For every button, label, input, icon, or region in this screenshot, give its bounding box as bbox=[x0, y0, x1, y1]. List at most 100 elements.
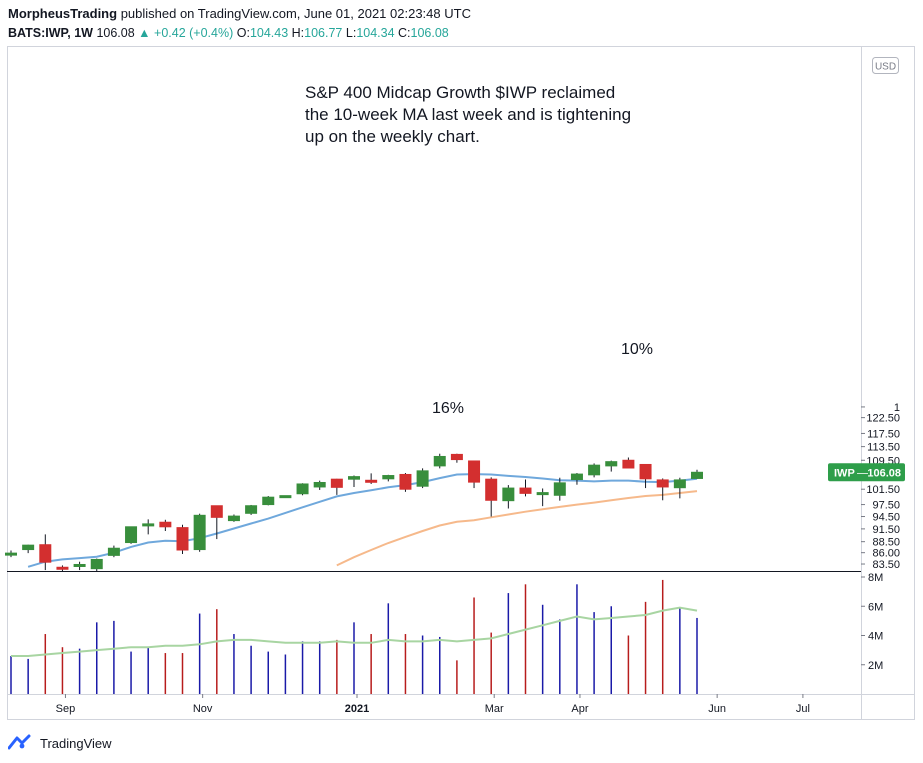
volume-layer bbox=[10, 579, 698, 694]
candle-body bbox=[673, 479, 686, 489]
candle-body bbox=[570, 473, 583, 481]
volume-axis: 8M 6M 4M 2M bbox=[861, 572, 883, 672]
high-value: 106.77 bbox=[304, 26, 343, 40]
badge-dash: — bbox=[857, 467, 868, 479]
time-tick-label: Mar bbox=[485, 703, 504, 715]
time-tick-label: Jun bbox=[708, 703, 726, 715]
chart-annotation: S&P 400 Midcap Growth $IWP reclaimed the… bbox=[305, 83, 631, 146]
candle bbox=[73, 561, 86, 571]
price-tick-label: 94.50 bbox=[872, 512, 900, 524]
volume-tick-label: 6M bbox=[868, 601, 883, 613]
tradingview-brand[interactable]: TradingView bbox=[8, 734, 112, 752]
candle bbox=[262, 496, 275, 506]
ma40-line bbox=[336, 490, 698, 567]
volume-tick-label: 4M bbox=[868, 631, 883, 643]
candle bbox=[245, 504, 258, 515]
up-triangle-icon: ▲ bbox=[138, 26, 151, 40]
candle bbox=[656, 478, 669, 501]
candle bbox=[605, 460, 618, 472]
price-tick-label: 86.00 bbox=[872, 548, 900, 560]
currency-badge-box bbox=[872, 57, 899, 74]
low-value: 104.34 bbox=[356, 26, 395, 40]
candle-body bbox=[622, 459, 635, 469]
candle-body bbox=[313, 481, 326, 488]
candle bbox=[502, 485, 515, 509]
candle-body bbox=[193, 514, 206, 551]
publisher-name[interactable]: MorpheusTrading bbox=[8, 6, 118, 21]
time-tick-label: Nov bbox=[193, 703, 213, 715]
volume-ma-line bbox=[11, 606, 698, 657]
chart-frame bbox=[7, 46, 915, 720]
candle bbox=[210, 505, 223, 540]
published-text: published on TradingView.com, June 01, 2… bbox=[120, 6, 471, 21]
last-price-badge-box bbox=[828, 463, 905, 482]
candle bbox=[519, 479, 532, 497]
candle-body bbox=[348, 476, 360, 480]
candle-body bbox=[605, 461, 618, 467]
currency-badge[interactable]: USD bbox=[872, 57, 899, 74]
candle bbox=[639, 463, 652, 489]
candle-body bbox=[296, 483, 309, 495]
candle-body bbox=[245, 505, 258, 514]
volume-ma-layer bbox=[11, 606, 698, 657]
candle bbox=[56, 565, 69, 571]
candle bbox=[382, 474, 395, 482]
candle-body bbox=[536, 492, 549, 496]
pct-label-10: 10% bbox=[621, 341, 653, 358]
candle bbox=[485, 477, 498, 517]
time-axis[interactable]: Sep Nov 2021 Mar Apr Jun Jul bbox=[56, 694, 810, 715]
candle bbox=[433, 453, 446, 469]
candle-body bbox=[330, 478, 343, 488]
candle-body bbox=[468, 460, 481, 483]
badge-value: 106.08 bbox=[867, 467, 901, 479]
candle bbox=[330, 478, 343, 495]
candle-body bbox=[159, 521, 172, 528]
time-tick-label: Jul bbox=[796, 703, 810, 715]
price-tick-label: 91.50 bbox=[872, 524, 900, 536]
candle bbox=[5, 550, 17, 558]
close-label: C: bbox=[398, 26, 411, 40]
candle bbox=[90, 558, 103, 571]
candle-body bbox=[262, 496, 275, 506]
volume-tick-label: 8M bbox=[868, 572, 883, 584]
candle bbox=[296, 483, 309, 496]
time-tick-label: Apr bbox=[571, 703, 588, 715]
tradingview-logo-icon bbox=[8, 734, 31, 750]
candle-body bbox=[502, 487, 515, 502]
candle bbox=[553, 477, 566, 501]
candle bbox=[588, 463, 601, 478]
candle bbox=[468, 460, 481, 489]
last-price: 106.08 bbox=[96, 26, 135, 40]
publish-line: MorpheusTrading published on TradingView… bbox=[8, 6, 471, 21]
time-tick-label: Sep bbox=[56, 703, 76, 715]
candle bbox=[313, 480, 326, 490]
candle-body bbox=[107, 547, 120, 556]
badge-symbol: IWP bbox=[834, 467, 855, 479]
candle bbox=[176, 524, 189, 555]
price-axis[interactable]: 1122.50117.50113.50109.50105.50101.5097.… bbox=[861, 402, 900, 571]
candle-body bbox=[56, 566, 69, 570]
candle bbox=[399, 473, 412, 492]
ma10-line bbox=[27, 473, 698, 568]
candle bbox=[673, 477, 686, 499]
candle bbox=[125, 526, 138, 544]
low-label: L: bbox=[345, 26, 357, 40]
candle bbox=[279, 495, 292, 499]
price-tick-label: 113.50 bbox=[867, 442, 900, 454]
candle-body bbox=[90, 558, 103, 570]
candle-body bbox=[142, 523, 155, 527]
candle-body bbox=[485, 478, 498, 501]
candle-body bbox=[73, 563, 86, 567]
pct-label-16: 16% bbox=[432, 400, 464, 417]
candles-layer bbox=[5, 453, 703, 571]
candle-body bbox=[399, 473, 412, 490]
open-value: 104.43 bbox=[249, 26, 289, 40]
symbol-label[interactable]: BATS:IWP, 1W bbox=[8, 26, 93, 40]
price-tick-label: 97.50 bbox=[872, 500, 900, 512]
annotation-line-2: the 10-week MA last week and is tighteni… bbox=[305, 105, 631, 124]
currency-label: USD bbox=[875, 62, 896, 73]
ohlc-line: BATS:IWP, 1W 106.08 ▲ +0.42 (+0.4%) O:10… bbox=[8, 26, 449, 40]
candle bbox=[416, 468, 429, 489]
candle bbox=[365, 473, 378, 484]
